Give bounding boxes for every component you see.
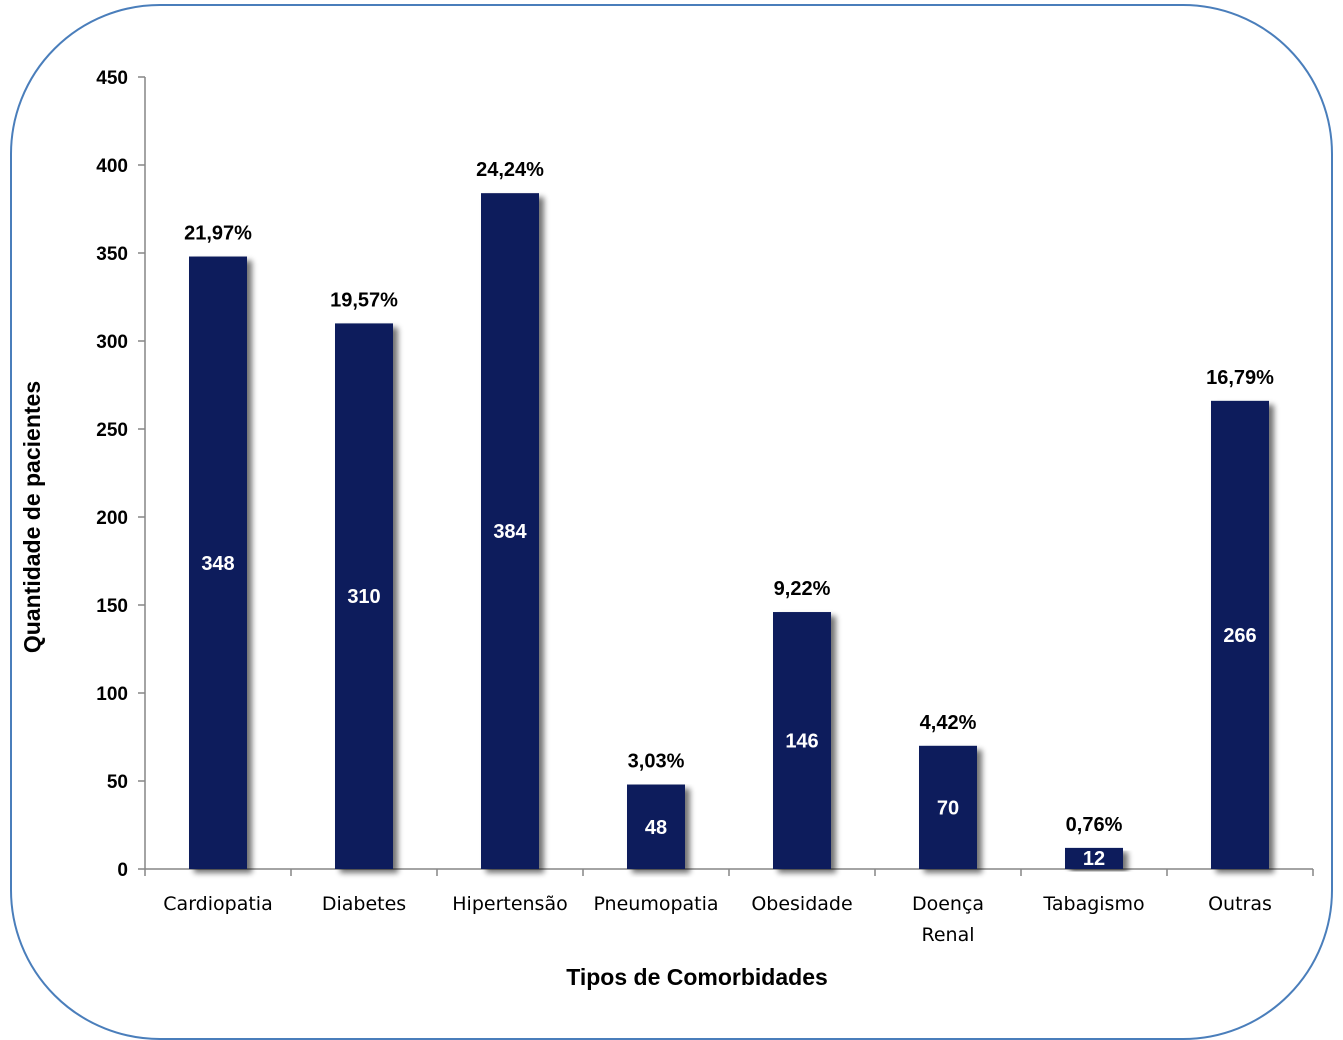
category-label: Outras <box>1208 893 1272 915</box>
bar <box>1065 847 1123 869</box>
y-axis-title: Quantidade de pacientes <box>19 381 45 653</box>
category-label: Pneumopatia <box>593 893 718 915</box>
percent-label: 16,79% <box>1206 367 1274 389</box>
value-label: 146 <box>785 731 818 753</box>
bar <box>919 745 977 869</box>
y-tick-label: 400 <box>96 156 128 177</box>
y-tick-label: 0 <box>117 860 128 881</box>
y-tick-label: 200 <box>96 508 128 529</box>
value-label: 348 <box>201 553 234 575</box>
percent-label: 19,57% <box>330 289 398 311</box>
y-tick-label: 300 <box>96 332 128 353</box>
value-label: 266 <box>1223 625 1256 647</box>
bar <box>481 193 539 869</box>
value-label: 310 <box>347 586 380 608</box>
bar <box>773 612 831 869</box>
y-tick-label: 450 <box>96 68 128 89</box>
value-label: 12 <box>1083 848 1105 870</box>
y-tick-label: 350 <box>96 244 128 265</box>
bar <box>1211 400 1269 869</box>
category-label: Renal <box>921 924 974 946</box>
percent-label: 24,24% <box>476 159 544 181</box>
bar <box>627 784 685 869</box>
category-label: Diabetes <box>322 893 406 915</box>
category-label: Obesidade <box>751 893 852 915</box>
axes: 0 50 100 150 200 250 300 350 400 450 <box>96 68 1314 881</box>
y-tick-label: 250 <box>96 420 128 441</box>
category-label: Tabagismo <box>1042 893 1144 915</box>
bar <box>335 323 393 869</box>
category-label: Hipertensão <box>452 893 567 915</box>
y-tick-label: 150 <box>96 596 128 617</box>
percent-label: 3,03% <box>628 751 685 773</box>
bars <box>189 193 1269 869</box>
value-label: 384 <box>493 521 527 543</box>
bar <box>189 256 247 869</box>
category-label: Doença <box>912 893 984 915</box>
percent-label: 9,22% <box>774 578 831 600</box>
value-label: 48 <box>645 817 667 839</box>
labels: 21,97% 348 Cardiopatia 19,57% 310 Diabetes 24,… <box>163 159 1274 946</box>
percent-label: 4,42% <box>920 712 977 734</box>
percent-label: 21,97% <box>184 223 252 245</box>
y-tick-label: 50 <box>107 772 128 793</box>
category-label: Cardiopatia <box>163 893 272 915</box>
y-tick-label: 100 <box>96 684 128 705</box>
value-label: 70 <box>937 797 959 819</box>
percent-label: 0,76% <box>1066 814 1123 836</box>
x-axis-title: Tipos de Comorbidades <box>566 964 828 990</box>
